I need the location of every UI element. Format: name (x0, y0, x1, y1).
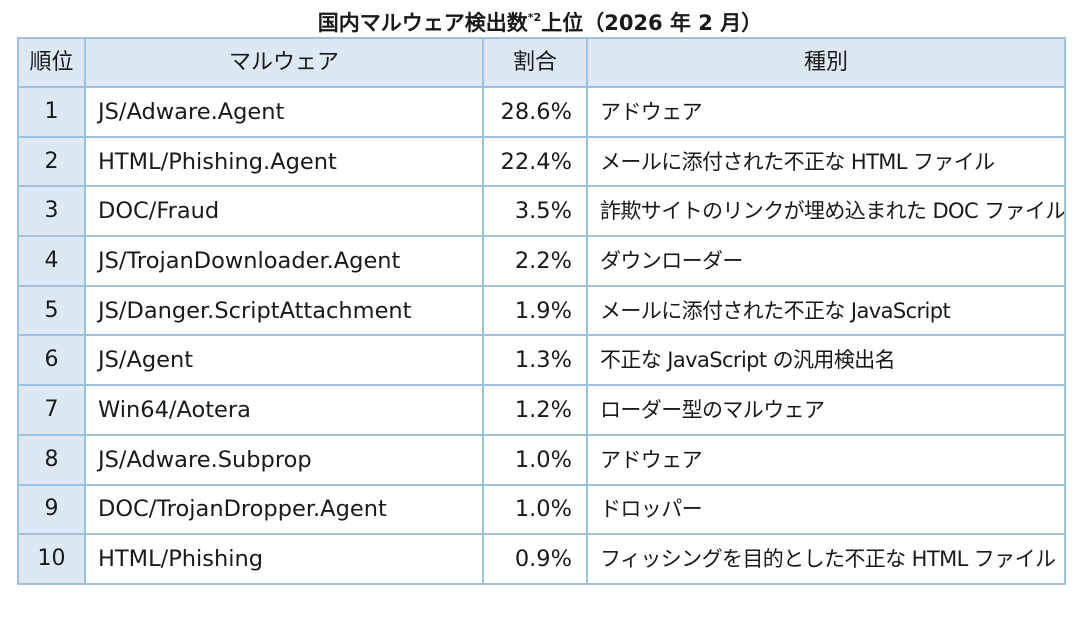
ratio-cell: 3.5% (482, 185, 588, 238)
header-malware: マルウェア (84, 37, 484, 88)
rank-cell: 9 (17, 483, 86, 536)
rank-cell: 2 (17, 135, 86, 188)
malware-name-cell: HTML/Phishing.Agent (84, 135, 484, 188)
malware-name-cell: JS/TrojanDownloader.Agent (84, 235, 484, 287)
rank-cell: 7 (17, 384, 86, 436)
table-row: 3 DOC/Fraud 3.5% 詐欺サイトのリンクが埋め込まれた DOC ファ… (17, 185, 1066, 238)
type-cell: メールに添付された不正な HTML ファイル (586, 135, 1066, 188)
table-row: 9 DOC/TrojanDropper.Agent 1.0% ドロッパー (17, 483, 1066, 536)
type-cell: アドウェア (586, 86, 1066, 138)
type-cell: 詐欺サイトのリンクが埋め込まれた DOC ファイル (586, 185, 1066, 238)
malware-name-cell: DOC/Fraud (84, 185, 484, 238)
type-cell: 不正な JavaScript の汎用検出名 (586, 334, 1066, 387)
malware-name-cell: DOC/TrojanDropper.Agent (84, 483, 484, 536)
footnote-marker: *2 (527, 11, 542, 24)
ratio-cell: 2.2% (482, 235, 588, 287)
rank-cell: 1 (17, 86, 86, 138)
malware-name-cell: JS/Agent (84, 334, 484, 387)
ratio-cell: 28.6% (482, 86, 588, 138)
malware-name-cell: Win64/Aotera (84, 384, 484, 436)
ratio-cell: 1.0% (482, 433, 588, 486)
table-row: 1 JS/Adware.Agent 28.6% アドウェア (17, 86, 1066, 138)
header-row: 順位 マルウェア 割合 種別 (17, 37, 1066, 88)
rank-cell: 3 (17, 185, 86, 238)
ratio-cell: 22.4% (482, 135, 588, 188)
type-cell: フィッシングを目的とした不正な HTML ファイル (586, 533, 1066, 585)
malware-ranking-table: 順位 マルウェア 割合 種別 1 JS/Adware.Agent 28.6% ア… (17, 37, 1066, 585)
malware-name-cell: HTML/Phishing (84, 533, 484, 585)
table-row: 2 HTML/Phishing.Agent 22.4% メールに添付された不正な… (17, 135, 1066, 188)
ratio-cell: 1.9% (482, 284, 588, 337)
rank-cell: 5 (17, 284, 86, 337)
ratio-cell: 1.3% (482, 334, 588, 387)
header-type: 種別 (586, 37, 1066, 88)
rank-cell: 6 (17, 334, 86, 387)
table-row: 5 JS/Danger.ScriptAttachment 1.9% メールに添付… (17, 284, 1066, 337)
type-cell: ローダー型のマルウェア (586, 384, 1066, 436)
type-cell: ダウンローダー (586, 235, 1066, 287)
malware-name-cell: JS/Adware.Subprop (84, 433, 484, 486)
malware-name-cell: JS/Adware.Agent (84, 86, 484, 138)
table-row: 6 JS/Agent 1.3% 不正な JavaScript の汎用検出名 (17, 334, 1066, 387)
type-cell: ドロッパー (586, 483, 1066, 536)
ratio-cell: 1.2% (482, 384, 588, 436)
type-cell: メールに添付された不正な JavaScript (586, 284, 1066, 337)
table-row: 4 JS/TrojanDownloader.Agent 2.2% ダウンローダー (17, 235, 1066, 287)
table-row: 7 Win64/Aotera 1.2% ローダー型のマルウェア (17, 384, 1066, 436)
table-title-suffix: 上位（2026 年 2 月） (541, 11, 763, 35)
rank-cell: 8 (17, 433, 86, 486)
ratio-cell: 0.9% (482, 533, 588, 585)
table-title-main: 国内マルウェア検出数 (317, 11, 528, 35)
type-cell: アドウェア (586, 433, 1066, 486)
ratio-cell: 1.0% (482, 483, 588, 536)
table-row: 10 HTML/Phishing 0.9% フィッシングを目的とした不正な HT… (17, 533, 1066, 585)
rank-cell: 10 (17, 533, 86, 585)
rank-cell: 4 (17, 235, 86, 287)
table-title: 国内マルウェア検出数*2上位（2026 年 2 月） (0, 4, 1080, 37)
header-ratio: 割合 (482, 37, 588, 88)
table-row: 8 JS/Adware.Subprop 1.0% アドウェア (17, 433, 1066, 486)
malware-name-cell: JS/Danger.ScriptAttachment (84, 284, 484, 337)
header-rank: 順位 (17, 37, 86, 88)
